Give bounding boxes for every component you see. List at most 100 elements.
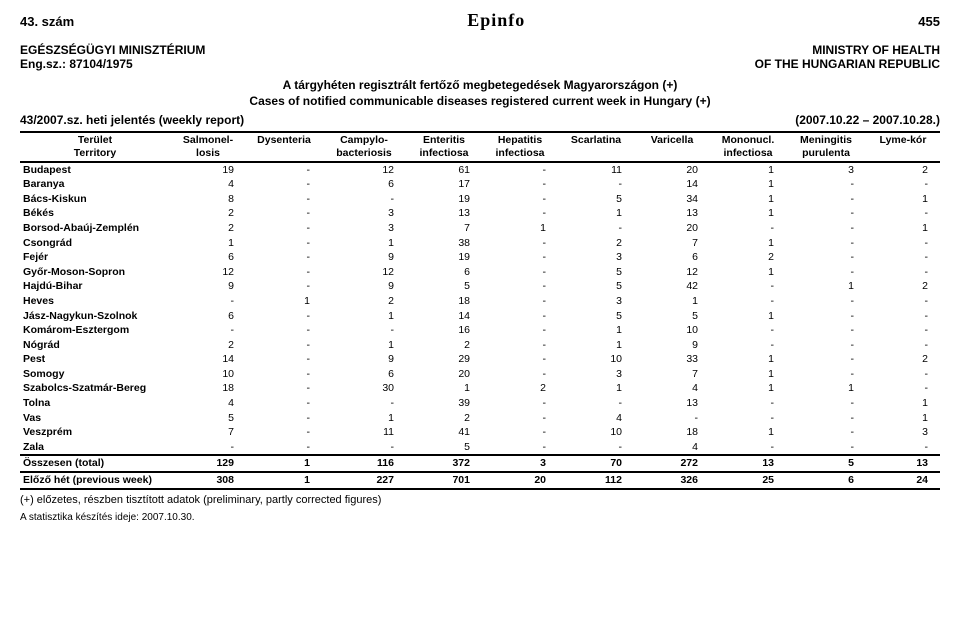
table-row: Tolna4--39--13--1 — [20, 396, 940, 411]
cell: 10 — [634, 323, 710, 338]
issue-number: 43. szám — [20, 14, 74, 29]
cell: 33 — [634, 352, 710, 367]
row-name: Jász-Nagykun-Szolnok — [20, 309, 170, 324]
cell: 116 — [322, 455, 406, 472]
cell: 29 — [406, 352, 482, 367]
col-header-7: Mononucl.infectiosa — [710, 132, 786, 161]
col-header-l1: Salmonel- — [173, 134, 243, 147]
cell: - — [246, 381, 322, 396]
cell: - — [246, 177, 322, 192]
cell: - — [710, 221, 786, 236]
col-header-2: Campylo-bacteriosis — [322, 132, 406, 161]
cell: 13 — [634, 396, 710, 411]
cell: - — [170, 440, 246, 456]
cell: 5 — [634, 309, 710, 324]
cell: 3 — [866, 425, 940, 440]
col-header-l2: purulenta — [789, 147, 863, 160]
col-header-l1: Campylo- — [325, 134, 403, 147]
table-row: Békés2-313-1131-- — [20, 206, 940, 221]
cell: - — [710, 323, 786, 338]
cell: 2 — [170, 206, 246, 221]
table-row: Összesen (total)129111637237027213513 — [20, 455, 940, 472]
cell: - — [482, 396, 558, 411]
row-name: Baranya — [20, 177, 170, 192]
cell: - — [866, 206, 940, 221]
cell: 1 — [558, 206, 634, 221]
report-id: 43/2007.sz. heti jelentés (weekly report… — [20, 113, 244, 127]
cell: - — [866, 367, 940, 382]
cell: - — [866, 177, 940, 192]
cell: 1 — [246, 294, 322, 309]
cell: - — [482, 177, 558, 192]
cell: - — [558, 440, 634, 456]
cell: 7 — [406, 221, 482, 236]
cell: - — [786, 309, 866, 324]
cell: 2 — [322, 294, 406, 309]
row-label-header: Terület Territory — [20, 132, 170, 161]
cell: 11 — [558, 162, 634, 178]
cell: - — [246, 396, 322, 411]
cell: - — [866, 323, 940, 338]
row-label-header-l2: Territory — [23, 147, 167, 160]
cell: - — [170, 323, 246, 338]
cell: 2 — [482, 381, 558, 396]
cell: 1 — [710, 367, 786, 382]
row-name: Előző hét (previous week) — [20, 472, 170, 489]
table-row: Borsod-Abaúj-Zemplén2-371-20--1 — [20, 221, 940, 236]
row-name: Összesen (total) — [20, 455, 170, 472]
cell: - — [482, 294, 558, 309]
cell: - — [786, 352, 866, 367]
cell: 10 — [558, 425, 634, 440]
ministry-en: MINISTRY OF HEALTH — [812, 43, 940, 57]
row-name: Győr-Moson-Sopron — [20, 265, 170, 280]
cell: 5 — [170, 411, 246, 426]
cell: 2 — [170, 221, 246, 236]
cell: 12 — [634, 265, 710, 280]
reg-number: Eng.sz.: 87104/1975 — [20, 57, 133, 71]
col-header-0: Salmonel-losis — [170, 132, 246, 161]
table-row: Csongrád1-138-271-- — [20, 236, 940, 251]
cell: - — [246, 352, 322, 367]
cell: - — [482, 425, 558, 440]
cell: 4 — [170, 177, 246, 192]
cell: - — [786, 323, 866, 338]
cell: - — [246, 411, 322, 426]
cell: 1 — [786, 279, 866, 294]
cell: 6 — [322, 367, 406, 382]
cell: - — [558, 221, 634, 236]
col-header-3: Enteritisinfectiosa — [406, 132, 482, 161]
cell: - — [786, 177, 866, 192]
col-header-l2: infectiosa — [713, 147, 783, 160]
cell: - — [322, 323, 406, 338]
cell: 24 — [866, 472, 940, 489]
cell: 13 — [866, 455, 940, 472]
cell: - — [322, 192, 406, 207]
cell: 70 — [558, 455, 634, 472]
cell: 2 — [866, 279, 940, 294]
cell: - — [786, 367, 866, 382]
subtitle-block: A tárgyhéten regisztrált fertőző megbete… — [20, 77, 940, 109]
cell: 6 — [170, 309, 246, 324]
cell: 2 — [866, 162, 940, 178]
cell: 5 — [558, 279, 634, 294]
generation-stamp: A statisztika készítés ideje: 2007.10.30… — [20, 512, 940, 523]
col-header-l2: infectiosa — [485, 147, 555, 160]
row-name: Tolna — [20, 396, 170, 411]
table-row: Zala---5--4--- — [20, 440, 940, 456]
cell: - — [246, 323, 322, 338]
cell: - — [710, 411, 786, 426]
col-header-l2: losis — [173, 147, 243, 160]
cell: 2 — [406, 338, 482, 353]
cell: 13 — [710, 455, 786, 472]
cell: 7 — [634, 236, 710, 251]
cell: 6 — [406, 265, 482, 280]
cell: 5 — [558, 192, 634, 207]
table-row: Somogy10-620-371-- — [20, 367, 940, 382]
cell: - — [482, 265, 558, 280]
cell: 4 — [170, 396, 246, 411]
cell: - — [482, 338, 558, 353]
row-name: Zala — [20, 440, 170, 456]
cell: 372 — [406, 455, 482, 472]
row-name: Somogy — [20, 367, 170, 382]
cell: 9 — [634, 338, 710, 353]
